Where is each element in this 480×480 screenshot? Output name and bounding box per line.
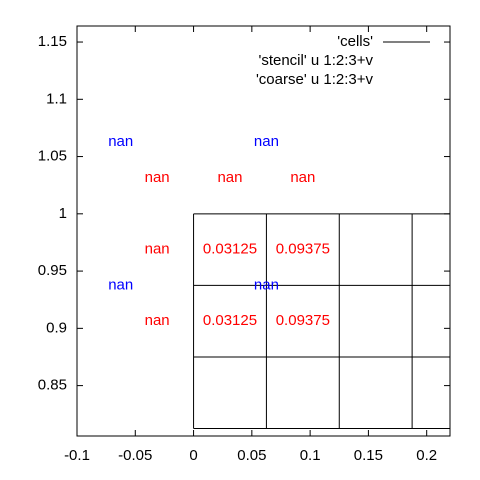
x-tick-label: 0.15 [354, 447, 383, 464]
y-tick-label: 1 [59, 205, 67, 222]
point-label: 0.03125 [203, 241, 257, 258]
y-tick-label: 0.95 [38, 262, 67, 279]
y-tick-label: 0.9 [46, 319, 67, 336]
point-label: nan [145, 312, 170, 329]
point-label: nan [254, 276, 279, 293]
cell-lines [193, 213, 450, 430]
x-tick-label: 0 [189, 447, 197, 464]
legend-label: 'stencil' u 1:2:3+v [258, 52, 373, 69]
point-label: nan [145, 241, 170, 258]
plot-area: nan nan nan nan nan nan nan nan 0.03125 0.09375 na… [108, 133, 450, 430]
x-tick-label: -0.1 [64, 447, 90, 464]
point-label: 0.03125 [203, 312, 257, 329]
point-label: nan [108, 276, 133, 293]
point-label: nan [145, 169, 170, 186]
legend-label: 'coarse' u 1:2:3+v [256, 71, 374, 88]
plot-frame [76, 25, 451, 437]
point-label: 0.09375 [276, 312, 330, 329]
x-tick-label: -0.05 [118, 447, 152, 464]
point-label: 0.09375 [276, 241, 330, 258]
legend-label: 'cells' [337, 33, 373, 50]
y-tick-label: 1.15 [38, 33, 67, 50]
point-label: nan [254, 133, 279, 150]
x-tick-label: 0.2 [416, 447, 437, 464]
x-tick-label: 0.05 [237, 447, 266, 464]
y-tick-label: 0.85 [38, 377, 67, 394]
point-label: nan [108, 133, 133, 150]
y-tick-label: 1.05 [38, 148, 67, 165]
x-tick-label: 0.1 [300, 447, 321, 464]
point-label: nan [290, 169, 315, 186]
y-tick-label: 1.1 [46, 90, 67, 107]
point-label: nan [217, 169, 242, 186]
